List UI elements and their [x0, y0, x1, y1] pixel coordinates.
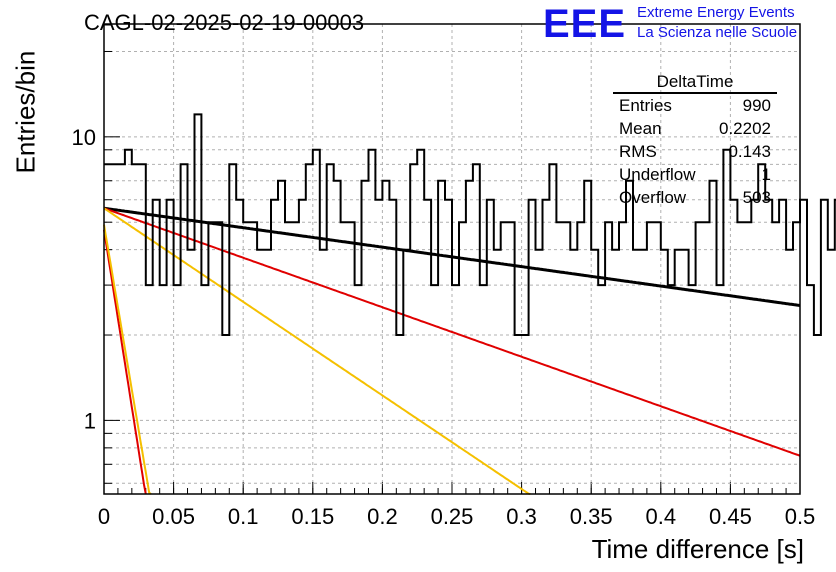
- x-tick-label: 0.35: [570, 504, 613, 529]
- stats-row-rms: RMS 0.143: [613, 140, 777, 163]
- stats-label: Entries: [619, 96, 672, 115]
- x-tick-label: 0: [98, 504, 110, 529]
- chart-title: CAGL-02-2025-02-19-00003: [84, 10, 365, 35]
- y-tick-label: 10: [72, 125, 96, 150]
- stats-label: Overflow: [619, 188, 687, 207]
- stats-label: RMS: [619, 142, 657, 161]
- x-tick-label: 0.5: [785, 504, 816, 529]
- logo-caption: Extreme Energy Events La Scienza nelle S…: [637, 3, 797, 43]
- plot-frame: [103, 23, 801, 495]
- logo-line-1: Extreme Energy Events: [637, 4, 795, 21]
- y-tick-label: 1: [84, 408, 96, 433]
- x-axis-label: Time difference [s]: [591, 534, 804, 564]
- logo-line-2: La Scienza nelle Scuole: [637, 24, 798, 41]
- eee-logo: EEE: [543, 2, 627, 46]
- fit-curve: [103, 229, 147, 495]
- x-tick-label: 0.4: [646, 504, 677, 529]
- stats-label: Mean: [619, 119, 662, 138]
- fit-curve: [103, 207, 531, 495]
- x-tick-label: 0.2: [367, 504, 398, 529]
- y-axis-label: Entries/bin: [10, 50, 41, 174]
- stats-value: 0.143: [728, 142, 771, 161]
- stats-box: DeltaTime Entries 990 Mean 0.2202 RMS 0.…: [613, 72, 777, 209]
- stats-value: 503: [742, 188, 771, 207]
- fit-curve: [103, 224, 152, 495]
- stats-value: 990: [742, 96, 771, 115]
- x-tick-label: 0.15: [291, 504, 334, 529]
- x-tick-label: 0.05: [152, 504, 195, 529]
- x-tick-label: 0.25: [431, 504, 474, 529]
- stats-value: 1: [761, 165, 771, 184]
- x-tick-label: 0.3: [506, 504, 537, 529]
- stats-label: Underflow: [619, 165, 696, 184]
- stats-title: DeltaTime: [613, 72, 777, 94]
- stats-row-entries: Entries 990: [613, 94, 777, 117]
- x-tick-label: 0.1: [228, 504, 259, 529]
- fit-curve: [103, 207, 801, 457]
- histogram-step: [104, 113, 836, 336]
- stats-row-underflow: Underflow 1: [613, 163, 777, 186]
- stats-row-mean: Mean 0.2202: [613, 117, 777, 140]
- stats-value: 0.2202: [719, 119, 771, 138]
- x-tick-label: 0.45: [709, 504, 752, 529]
- stats-row-overflow: Overflow 503: [613, 186, 777, 209]
